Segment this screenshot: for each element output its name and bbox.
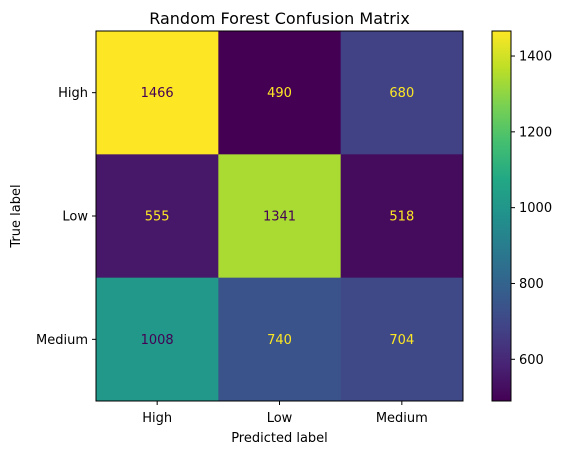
colorbar-tick-label: 800: [519, 277, 544, 292]
y-axis-ticks: High Low Medium: [36, 86, 96, 348]
y-tick-label: Medium: [36, 333, 88, 348]
x-tick-label: High: [142, 411, 172, 426]
y-tick-label: High: [58, 86, 88, 101]
y-axis-label: True label: [9, 184, 24, 248]
x-axis-ticks: High Low Medium: [142, 401, 428, 426]
colorbar-tick-label: 1200: [519, 125, 552, 140]
chart-title: Random Forest Confusion Matrix: [149, 9, 410, 28]
colorbar-ticks: 600 800 1000 1200 1400: [511, 50, 552, 368]
cell-value-label: 1341: [263, 210, 296, 225]
cell-value-label: 1466: [141, 86, 174, 101]
x-tick-label: Medium: [376, 411, 428, 426]
colorbar: [492, 31, 511, 401]
cell-value-label: 680: [389, 86, 414, 101]
colorbar-tick-label: 1400: [519, 50, 552, 65]
x-tick-label: Low: [267, 411, 293, 426]
x-axis-label: Predicted label: [231, 431, 328, 446]
colorbar-tick-label: 1000: [519, 201, 552, 216]
y-tick-label: Low: [62, 210, 88, 225]
cell-value-label: 740: [267, 333, 292, 348]
cell-value-label: 704: [389, 333, 414, 348]
cell-value-label: 490: [267, 86, 292, 101]
colorbar-tick-label: 600: [519, 353, 544, 368]
cell-value-label: 555: [145, 210, 170, 225]
cell-value-label: 518: [389, 210, 414, 225]
cell-value-label: 1008: [141, 333, 174, 348]
